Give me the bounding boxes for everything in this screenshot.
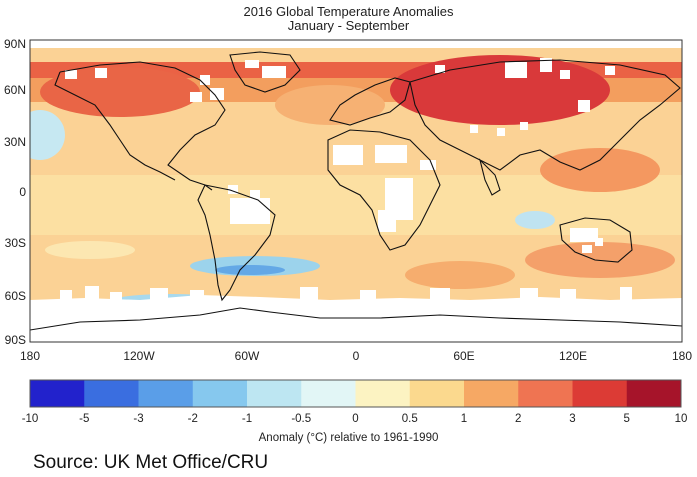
colorbar-swatch <box>518 380 573 407</box>
colorbar-swatch <box>30 380 85 407</box>
colorbar-swatch <box>301 380 356 407</box>
antarctic-edge-blocks <box>60 286 632 300</box>
map-title: 2016 Global Temperature Anomalies <box>243 4 454 19</box>
colorbar-frame <box>29 379 682 408</box>
nodata-blocks <box>65 58 615 253</box>
north-pacific-cool-patch <box>30 110 65 160</box>
indian-ocean-cool-patch <box>515 211 555 229</box>
map-frame <box>29 39 683 343</box>
anomaly-field <box>30 40 682 342</box>
lat-label: 30N <box>4 135 26 149</box>
lat-label: 60S <box>5 289 26 303</box>
source-credit: Source: UK Met Office/CRU <box>33 452 269 473</box>
colorbar-swatch <box>409 380 465 407</box>
lat-label: 90S <box>5 333 26 347</box>
colorbar-swatch <box>247 380 302 407</box>
colorbar-tick: 0.5 <box>402 413 418 425</box>
colorbar-tick: 2 <box>515 413 521 425</box>
colorbar-tick: 1 <box>461 413 467 425</box>
colorbar-tick: -0.5 <box>291 413 311 425</box>
lon-label: 60E <box>453 349 474 363</box>
alaska-warm-patch <box>40 67 200 117</box>
colorbar-tick: 3 <box>569 413 575 425</box>
colorbar-tick: -5 <box>79 413 89 425</box>
colorbar-swatch <box>464 380 519 407</box>
south-atlantic-cold-core <box>215 265 285 275</box>
lon-label: 180 <box>20 349 40 363</box>
north-pole-nodata <box>30 40 682 48</box>
lon-label: 120E <box>559 349 587 363</box>
lon-label: 180 <box>672 349 692 363</box>
coastlines <box>30 51 682 331</box>
colorbar-tick: 0 <box>352 413 358 425</box>
siberia-hot-patch <box>390 55 610 125</box>
west-pacific-warm <box>540 148 660 192</box>
colorbar <box>29 379 682 408</box>
lat-label: 30S <box>5 236 26 250</box>
colorbar-swatch <box>355 380 411 407</box>
lat-label: 90N <box>4 37 26 51</box>
south-pacific-mild <box>45 241 135 259</box>
colorbar-caption: Anomaly (°C) relative to 1961-1990 <box>258 432 439 444</box>
longitude-axis: 180 120W 60W 0 60E 120E 180 <box>20 349 692 363</box>
colorbar-swatch <box>84 380 139 407</box>
colorbar-tick: 10 <box>675 413 688 425</box>
colorbar-swatch <box>626 380 682 407</box>
colorbar-tick: -3 <box>133 413 143 425</box>
lon-label: 60W <box>235 349 260 363</box>
colorbar-tick: -1 <box>242 413 252 425</box>
lon-label: 120W <box>123 349 155 363</box>
colorbar-tick: 5 <box>624 413 630 425</box>
lat-label: 0 <box>19 185 26 199</box>
map-subtitle: January - September <box>287 18 410 33</box>
colorbar-swatch <box>138 380 194 407</box>
colorbar-tick-labels: -10 -5 -3 -2 -1 -0.5 0 0.5 1 2 3 5 10 <box>22 413 688 425</box>
north-atlantic-patch <box>275 85 385 125</box>
colorbar-swatch <box>572 380 628 407</box>
colorbar-swatch <box>192 380 248 407</box>
south-indian-warm <box>405 261 515 289</box>
lat-label: 60N <box>4 83 26 97</box>
lon-label: 0 <box>353 349 360 363</box>
colorbar-tick: -2 <box>188 413 198 425</box>
latitude-axis: 90N 60N 30N 0 30S 60S 90S <box>4 37 26 347</box>
colorbar-tick: -10 <box>22 413 39 425</box>
